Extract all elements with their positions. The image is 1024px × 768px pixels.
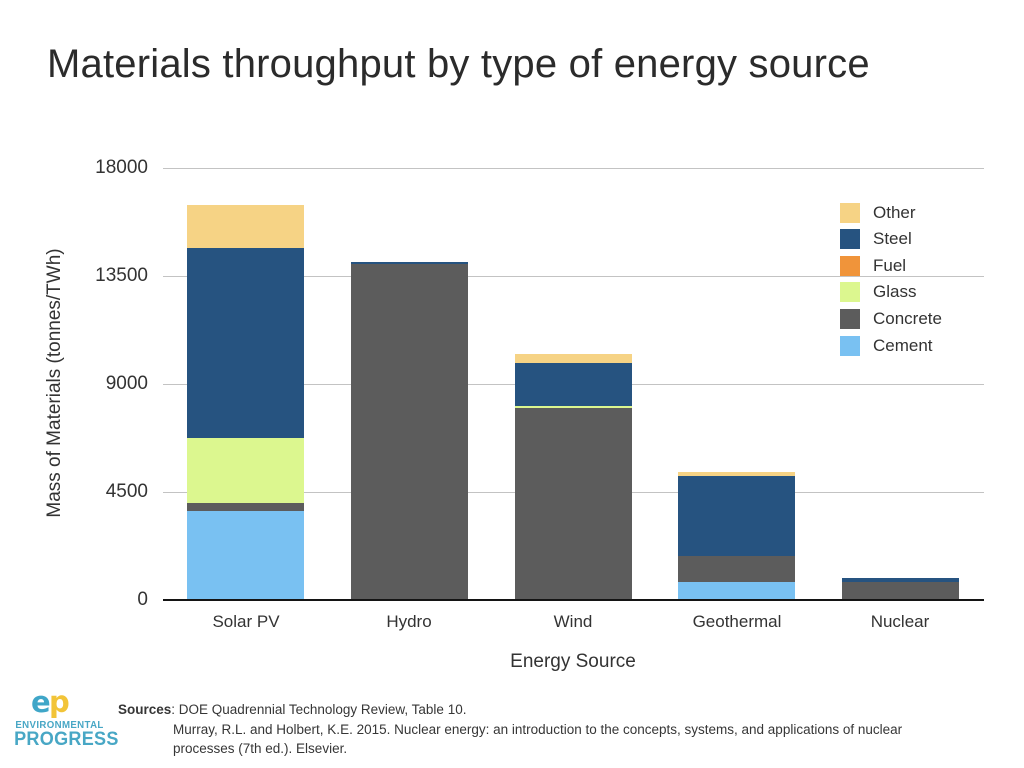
bar-segment-other-wind (515, 353, 632, 363)
logo-letter-e: e (31, 686, 51, 719)
y-tick-label-9000: 9000 (105, 373, 148, 394)
bar-segment-other-solar-pv (187, 205, 304, 249)
ep-monogram-icon: e p (31, 686, 70, 719)
bar-segment-steel-nuclear (842, 577, 959, 582)
bar-segment-concrete-wind (515, 408, 632, 600)
legend-item-glass: Glass (840, 279, 916, 306)
x-tick-label-geothermal: Geothermal (692, 612, 782, 631)
gridline-18000 (163, 168, 984, 169)
y-tick-label-18000: 18000 (95, 157, 148, 178)
legend-swatch-cement (840, 335, 860, 356)
legend-swatch-glass (840, 282, 860, 303)
sources-line-3: processes (7th ed.). Elsevier. (173, 741, 348, 756)
bar-segment-steel-solar-pv (187, 248, 304, 438)
bar-segment-steel-wind (515, 362, 632, 406)
x-axis-line (163, 599, 984, 601)
bar-segment-steel-geothermal (678, 476, 795, 556)
legend-label-fuel: Fuel (873, 255, 907, 275)
gridline-13500 (163, 276, 984, 277)
legend-swatch-steel (840, 229, 860, 250)
sources-citation-1: : DOE Quadrennial Technology Review, Tab… (171, 702, 467, 717)
environmental-progress-logo: e p ENVIRONMENTAL PROGRESS (12, 686, 119, 751)
x-tick-label-nuclear: Nuclear (870, 612, 930, 631)
legend-label-concrete: Concrete (873, 308, 942, 328)
y-tick-label-13500: 13500 (95, 265, 148, 286)
x-axis-title: Energy Source (510, 651, 636, 672)
bar-segment-glass-solar-pv (187, 438, 304, 503)
legend-label-cement: Cement (873, 335, 933, 355)
bar-segment-concrete-geothermal (678, 555, 795, 582)
legend-label-other: Other (873, 202, 916, 222)
sources-line-1: Sources: DOE Quadrennial Technology Revi… (118, 700, 902, 720)
bar-segment-cement-solar-pv (187, 511, 304, 600)
bar-segment-concrete-hydro (351, 264, 468, 600)
x-tick-label-solar-pv: Solar PV (212, 612, 280, 631)
legend-swatch-other (840, 202, 860, 223)
legend-item-fuel: Fuel (840, 252, 906, 279)
legend-item-other: Other (840, 199, 916, 226)
legend-label-glass: Glass (873, 282, 917, 302)
bar-segment-other-geothermal (678, 471, 795, 477)
chart-title: Materials throughput by type of energy s… (47, 42, 870, 86)
bar-segment-cement-geothermal (678, 582, 795, 600)
legend-label-steel: Steel (873, 229, 912, 249)
legend-item-concrete: Concrete (840, 305, 942, 332)
sources-label: Sources (118, 702, 172, 717)
sources-line-2: Murray, R.L. and Holbert, K.E. 2015. Nuc… (173, 721, 903, 737)
legend-item-steel: Steel (840, 226, 912, 253)
x-tick-label-hydro: Hydro (386, 612, 432, 631)
logo-text-environmental: ENVIRONMENTAL (15, 719, 104, 731)
bar-segment-concrete-nuclear (842, 581, 959, 600)
sources-note: Sources: DOE Quadrennial Technology Revi… (118, 700, 902, 759)
bar-segment-steel-hydro (351, 262, 468, 264)
logo-letter-p: p (49, 686, 70, 719)
legend-swatch-fuel (840, 255, 860, 276)
y-tick-label-0: 0 (137, 589, 148, 610)
logo-text-progress: PROGRESS (14, 729, 119, 750)
bar-segment-concrete-solar-pv (187, 502, 304, 512)
y-tick-label-4500: 4500 (105, 481, 148, 502)
legend-item-cement: Cement (840, 332, 933, 359)
legend-swatch-concrete (840, 308, 860, 329)
bar-segment-glass-wind (515, 405, 632, 408)
x-tick-label-wind: Wind (553, 612, 593, 631)
y-axis-title: Mass of Materials (tonnes/TWh) (44, 248, 65, 518)
